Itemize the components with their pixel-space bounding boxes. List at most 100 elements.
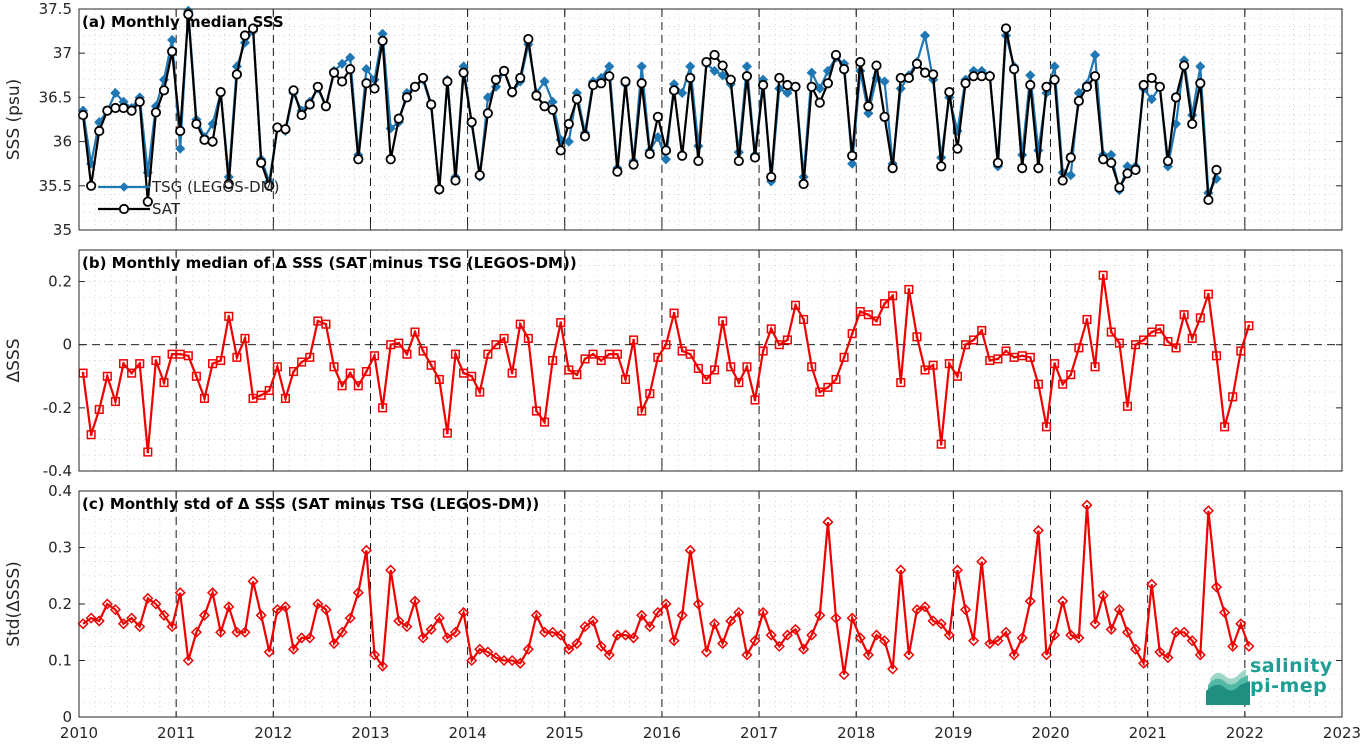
- data-point: [425, 623, 437, 635]
- marker-inner: [1029, 356, 1032, 359]
- data-point: [960, 340, 971, 350]
- marker-inner: [891, 294, 894, 297]
- data-point: [903, 649, 915, 661]
- y-tick-label: 0: [62, 336, 72, 354]
- x-tick-label: 2019: [934, 724, 972, 742]
- data-point: [239, 626, 251, 638]
- legend-label: SAT: [152, 200, 181, 218]
- marker-inner: [1126, 405, 1129, 408]
- marker-inner: [859, 310, 862, 313]
- data-point: [790, 81, 801, 92]
- data-point: [977, 325, 987, 336]
- data-point: [287, 643, 300, 655]
- data-point: [984, 637, 996, 650]
- data-point: [101, 598, 113, 610]
- y-tick-label: 0.2: [48, 595, 72, 613]
- data-point: [1203, 289, 1213, 299]
- data-point: [523, 333, 533, 343]
- x-tick-label: 2015: [546, 724, 584, 742]
- marker-inner: [332, 365, 336, 369]
- marker-inner: [1118, 341, 1121, 345]
- data-point: [232, 352, 242, 362]
- data-point: [629, 335, 639, 345]
- marker-inner: [972, 338, 975, 342]
- data-point: [1049, 629, 1061, 641]
- x-tick-label: 2011: [157, 724, 195, 742]
- legend-label: TSG (LEGOS-DM): [151, 178, 279, 196]
- data-point: [758, 346, 768, 356]
- data-point: [1058, 379, 1068, 389]
- data-point: [661, 340, 671, 350]
- data-point: [1187, 118, 1198, 130]
- data-point: [337, 381, 347, 391]
- marker-inner: [1085, 318, 1089, 321]
- data-point: [110, 396, 120, 407]
- data-point: [952, 371, 962, 381]
- data-point: [1040, 649, 1053, 661]
- data-point: [620, 76, 631, 87]
- marker-inner: [1223, 425, 1226, 428]
- data-point: [968, 635, 980, 647]
- y-tick-label: 36.5: [39, 88, 72, 106]
- data-point: [580, 354, 590, 364]
- data-point: [556, 318, 566, 328]
- marker-inner: [1215, 354, 1218, 357]
- data-point: [603, 649, 615, 661]
- marker-inner: [446, 431, 449, 435]
- marker-inner: [1053, 362, 1056, 365]
- data-point: [280, 393, 291, 403]
- data-point: [903, 72, 914, 84]
- data-point: [547, 104, 558, 115]
- data-point: [499, 333, 509, 343]
- data-point: [919, 601, 931, 613]
- data-point: [628, 632, 640, 644]
- data-point: [563, 643, 575, 655]
- marker-inner: [567, 368, 571, 372]
- data-point: [555, 629, 567, 641]
- data-point: [1009, 64, 1020, 75]
- marker-inner: [243, 337, 247, 340]
- data-point: [224, 311, 234, 321]
- y-axis-label: ΔSSS: [4, 338, 24, 382]
- y-tick-label: 0: [62, 708, 72, 726]
- data-point: [959, 604, 972, 616]
- marker-inner: [486, 352, 490, 356]
- marker-inner: [1012, 356, 1016, 359]
- data-point: [320, 604, 332, 616]
- marker-inner: [1239, 349, 1242, 353]
- data-point: [1154, 81, 1165, 92]
- marker-inner: [608, 352, 611, 356]
- data-point: [717, 60, 728, 71]
- data-point: [1130, 164, 1141, 175]
- data-point: [701, 374, 712, 384]
- x-tick-label: 2014: [449, 724, 487, 742]
- data-point: [94, 404, 104, 414]
- data-point: [1025, 70, 1036, 81]
- series-line-1: [82, 505, 1250, 675]
- data-point: [572, 370, 582, 380]
- data-point: [1146, 94, 1157, 105]
- marker-inner: [1093, 365, 1097, 369]
- data-point: [847, 150, 858, 161]
- marker-inner: [600, 359, 603, 362]
- marker-inner: [1021, 354, 1024, 357]
- data-point: [1202, 505, 1214, 517]
- data-point: [596, 355, 606, 366]
- data-point: [1050, 359, 1060, 369]
- data-point: [887, 663, 899, 675]
- salinity-pi-mep-logo: salinity pi-mep: [1206, 655, 1346, 705]
- data-point: [1211, 351, 1222, 361]
- data-point: [895, 72, 906, 84]
- data-point: [1235, 618, 1247, 630]
- data-point: [255, 609, 267, 621]
- data-point: [304, 632, 316, 644]
- data-point: [272, 122, 283, 133]
- data-point: [352, 587, 364, 599]
- data-point: [815, 387, 825, 397]
- marker-inner: [956, 375, 959, 378]
- data-point: [426, 360, 436, 370]
- data-point: [993, 354, 1003, 364]
- data-point: [814, 83, 825, 94]
- data-point: [385, 564, 397, 576]
- data-point: [1121, 626, 1134, 638]
